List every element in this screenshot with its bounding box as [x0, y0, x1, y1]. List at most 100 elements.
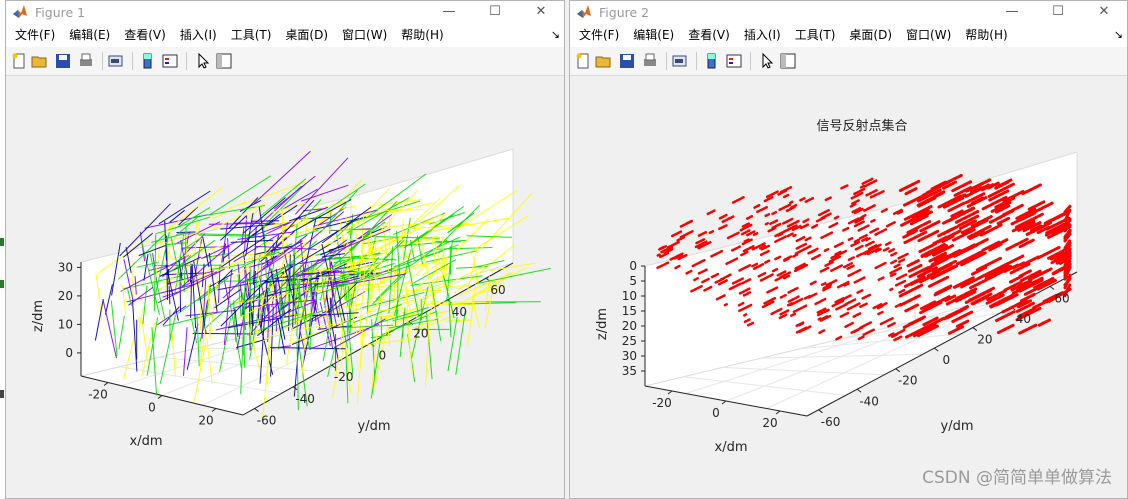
plot-line: [397, 267, 399, 319]
print-preview-icon[interactable]: [671, 52, 689, 70]
open-file-icon[interactable]: [31, 52, 49, 70]
plot-line: [325, 294, 339, 362]
print-icon[interactable]: [77, 52, 95, 70]
background-text-fragment: [0, 390, 4, 398]
menu-file[interactable]: 文件(F): [15, 28, 56, 42]
property-inspector-icon[interactable]: [215, 52, 233, 70]
menu-desktop[interactable]: 桌面(D): [285, 28, 329, 42]
menu-view[interactable]: 查看(V): [124, 28, 166, 42]
menu-overflow-icon[interactable]: ↘: [1113, 28, 1123, 41]
reflection-points: [965, 181, 985, 193]
reflection-points: [739, 223, 754, 232]
axes-3d-plot[interactable]: -20 0 20 -60 -40 -20 0 20 40 60 0 10 20 30 x/dm y/dm z/d…: [6, 76, 565, 499]
menu-window[interactable]: 窗口(W): [342, 28, 388, 42]
menu-tools[interactable]: 工具(T): [230, 28, 272, 42]
plot-line: [366, 239, 380, 290]
plot-line: [401, 236, 405, 279]
menu-insert[interactable]: 插入(I): [743, 28, 781, 42]
plot-line: [267, 304, 270, 343]
reflection-points: [834, 296, 845, 304]
reflection-points: [783, 256, 791, 262]
figure-canvas[interactable]: -20 0 20 -60 -40 -20 0 20 40 60 0 10 20 30 x/dm y/dm z/d…: [6, 76, 565, 499]
maximize-button[interactable]: ☐: [489, 4, 501, 19]
reflection-points: [757, 271, 767, 278]
property-inspector-icon[interactable]: [779, 52, 797, 70]
new-figure-icon[interactable]: [574, 52, 592, 70]
figure-canvas[interactable]: -20 0 20 -60 -40 -20 0 20 40 60 35 30 25 20 15 10 5 0 x/dm…: [570, 76, 1128, 499]
toolbar-separator: [696, 52, 697, 70]
reflection-points: [721, 215, 735, 224]
reflection-points: [731, 277, 744, 285]
menu-tools[interactable]: 工具(T): [794, 28, 836, 42]
plot-line: [260, 282, 268, 330]
minimize-button[interactable]: —: [1005, 4, 1019, 19]
menu-help[interactable]: 帮助(H): [401, 28, 444, 42]
reflection-points: [741, 222, 750, 228]
reflection-points: [819, 314, 832, 322]
new-figure-icon[interactable]: [10, 52, 28, 70]
close-button[interactable]: ✕: [535, 4, 547, 19]
reflection-points: [874, 247, 883, 253]
plot-line: [395, 197, 441, 242]
plot-line: [302, 322, 343, 330]
plot-line: [484, 284, 495, 330]
close-button[interactable]: ✕: [1098, 4, 1110, 19]
reflection-points: [952, 275, 976, 289]
plot-line: [484, 275, 490, 312]
reflection-points: [660, 245, 674, 254]
menu-window[interactable]: 窗口(W): [906, 28, 952, 42]
legend-icon[interactable]: [161, 52, 179, 70]
reflection-points: [994, 196, 1016, 209]
colorbar-icon[interactable]: [139, 52, 157, 70]
save-icon[interactable]: [618, 52, 636, 70]
open-file-icon[interactable]: [595, 52, 613, 70]
plot-line: [95, 274, 103, 322]
reflection-points: [907, 315, 926, 326]
reflection-points: [708, 230, 715, 235]
menu-overflow-icon[interactable]: ↘: [550, 28, 560, 41]
minimize-button[interactable]: —: [442, 4, 456, 19]
edit-plot-icon[interactable]: [194, 52, 212, 70]
plot-line: [429, 285, 437, 318]
reflection-points: [818, 328, 827, 334]
menu-edit[interactable]: 编辑(E): [633, 28, 675, 42]
reflection-points: [1028, 201, 1054, 216]
legend-icon[interactable]: [725, 52, 743, 70]
plot-line: [126, 282, 201, 303]
plot-line: [272, 345, 292, 349]
plot-line: [309, 282, 386, 293]
plot-line: [296, 265, 302, 337]
menu-desktop[interactable]: 桌面(D): [849, 28, 893, 42]
menu-help[interactable]: 帮助(H): [965, 28, 1008, 42]
plot-line: [366, 293, 389, 315]
z-tick-label: 30: [58, 260, 73, 274]
y-tick-label: 20: [413, 327, 428, 341]
print-preview-icon[interactable]: [107, 52, 125, 70]
figure-toolbar: [6, 47, 564, 76]
plot-line: [237, 231, 295, 240]
plot-line: [118, 315, 125, 350]
edit-plot-icon[interactable]: [758, 52, 776, 70]
plot-line: [241, 299, 261, 371]
reflection-points: [859, 321, 873, 329]
reflection-points: [954, 210, 980, 224]
reflection-points: [1027, 200, 1046, 211]
print-icon[interactable]: [641, 52, 659, 70]
plot-line: [246, 204, 298, 240]
reflection-points: [697, 268, 709, 275]
save-icon[interactable]: [54, 52, 72, 70]
menu-view[interactable]: 查看(V): [688, 28, 730, 42]
maximize-button[interactable]: ☐: [1052, 4, 1064, 19]
menu-edit[interactable]: 编辑(E): [69, 28, 111, 42]
reflection-points: [782, 274, 791, 280]
reflection-points: [955, 250, 984, 266]
menu-file[interactable]: 文件(F): [579, 28, 620, 42]
reflection-points: [960, 251, 987, 267]
reflection-points: [890, 259, 898, 265]
menu-insert[interactable]: 插入(I): [179, 28, 217, 42]
reflection-points: [1043, 211, 1067, 225]
colorbar-icon[interactable]: [703, 52, 721, 70]
plot-line: [425, 303, 476, 306]
z-tick-label: 5: [629, 274, 637, 288]
